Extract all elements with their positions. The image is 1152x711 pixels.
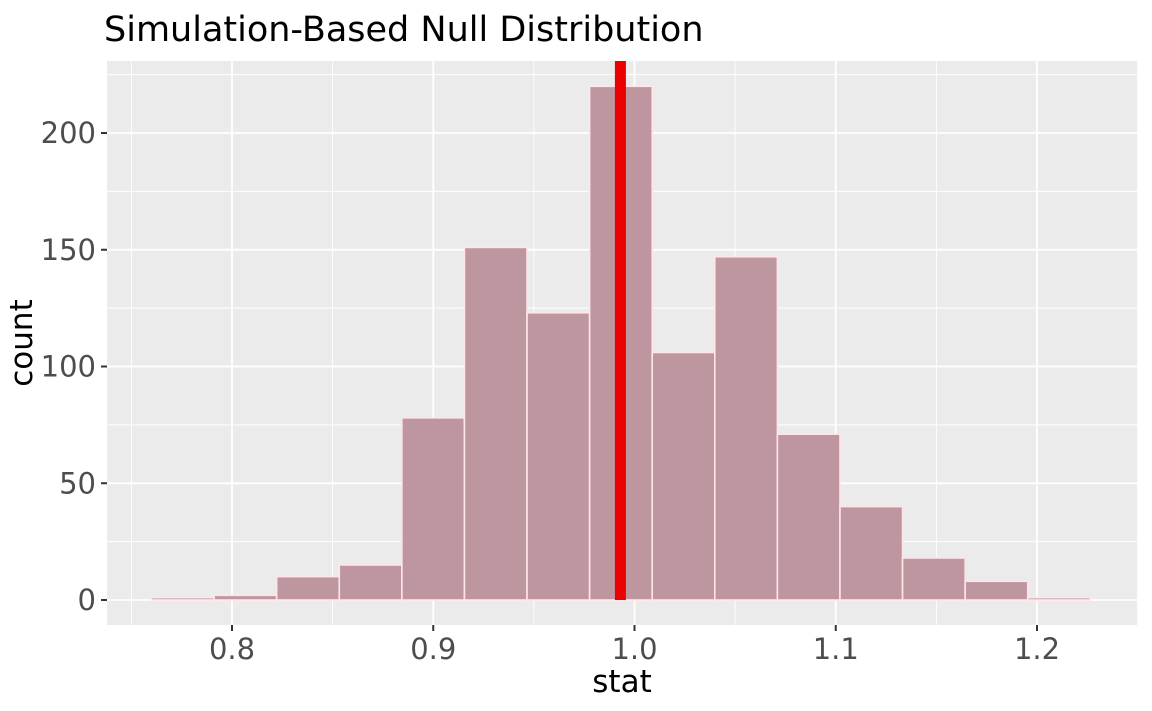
x-tick-label: 0.8 [209, 632, 255, 666]
x-tick-label: 1.2 [1014, 632, 1060, 666]
x-tick-label: 1.1 [813, 632, 859, 666]
chart-title: Simulation-Based Null Distribution [104, 10, 704, 50]
histogram-bar [526, 311, 591, 601]
histogram-bar [275, 575, 341, 601]
histogram-bar [401, 417, 466, 601]
y-tick-label: 100 [41, 350, 96, 384]
y-tick-label: 150 [41, 233, 96, 267]
y-tick-label: 50 [59, 466, 96, 500]
y-axis-title: count [4, 299, 40, 386]
histogram-bar [1026, 596, 1092, 601]
x-axis-title: stat [592, 664, 651, 700]
observed-stat-line [614, 61, 626, 600]
histogram-bar [839, 505, 904, 601]
histogram-bar [651, 351, 716, 601]
x-tick-label: 1.0 [611, 632, 657, 666]
histogram-bar [713, 255, 779, 601]
histogram-bar [776, 433, 841, 601]
x-tick-label: 0.9 [410, 632, 456, 666]
histogram-bar [338, 564, 403, 601]
axis-layer: 0.8 0.9 1.0 1.1 1.2 0 50 100 150 200 [41, 116, 1060, 666]
y-tick-label: 200 [41, 116, 96, 150]
histogram-bar [213, 594, 278, 601]
histogram-bar [901, 557, 966, 601]
histogram-bar [463, 246, 528, 601]
y-tick-label: 0 [78, 583, 96, 617]
histogram-bar [150, 596, 215, 601]
histogram-bar [964, 580, 1029, 601]
observed-stat-layer [614, 61, 626, 600]
